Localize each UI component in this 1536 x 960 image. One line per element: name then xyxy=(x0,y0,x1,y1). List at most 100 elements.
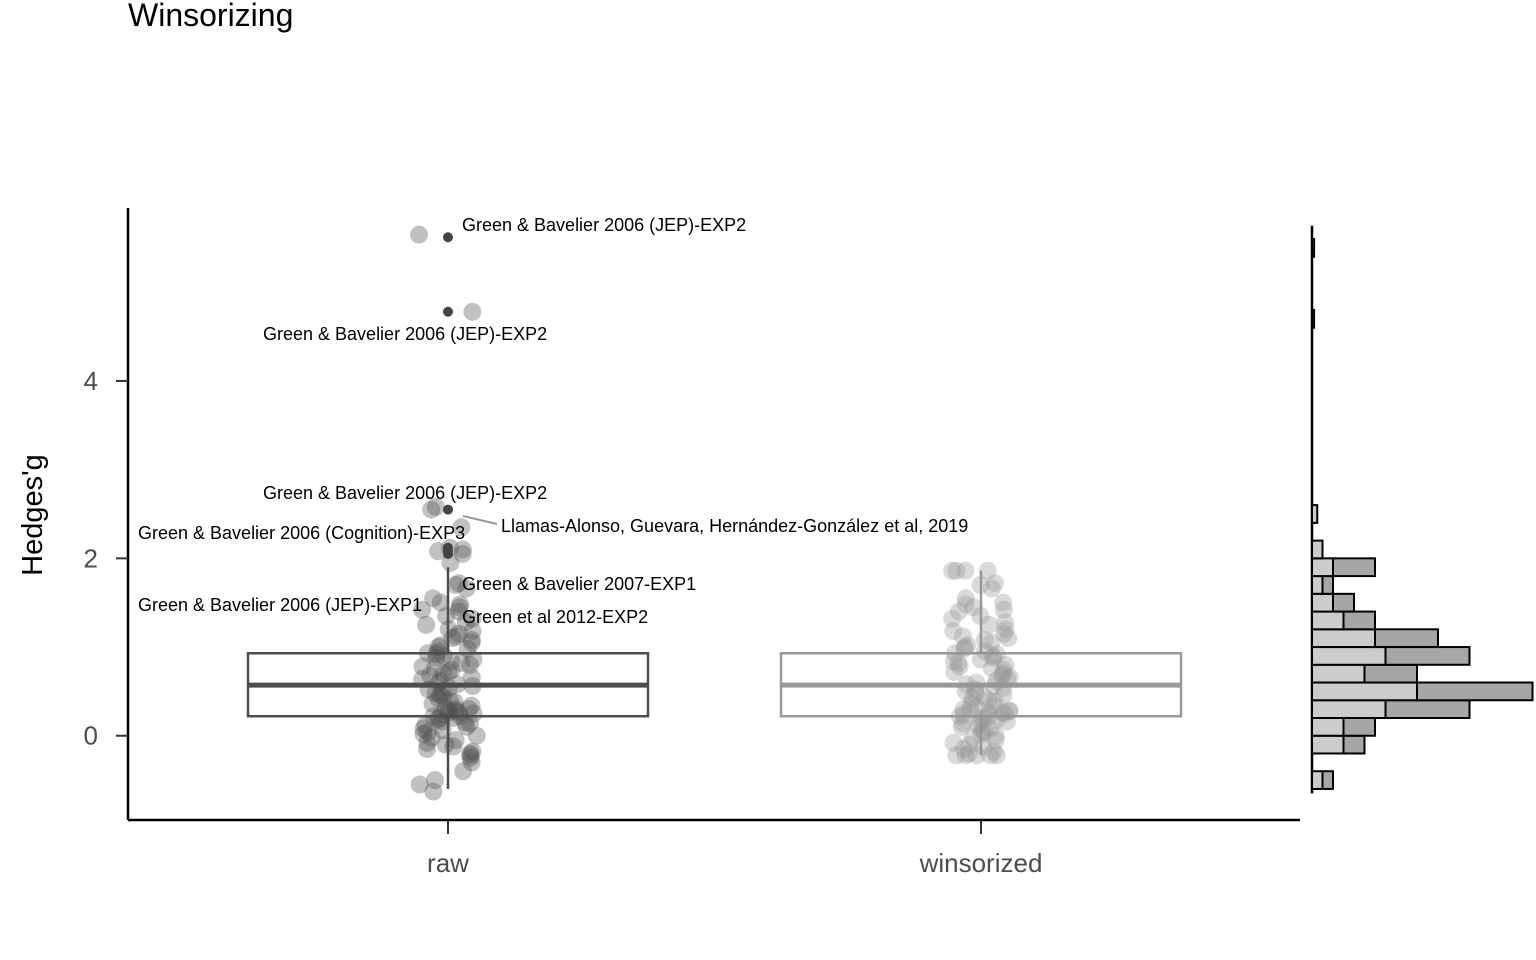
data-point xyxy=(463,302,482,321)
data-point xyxy=(457,717,476,736)
data-point xyxy=(972,724,991,743)
data-point xyxy=(953,714,972,733)
data-point xyxy=(962,694,981,713)
data-point xyxy=(955,639,974,658)
data-point xyxy=(975,709,994,727)
data-point xyxy=(456,613,475,632)
data-point xyxy=(944,652,963,671)
data-point xyxy=(432,712,451,731)
data-point xyxy=(956,595,975,614)
data-point xyxy=(985,693,1004,712)
annotation-label: Green & Bavelier 2007-EXP1 xyxy=(462,574,696,594)
data-point xyxy=(463,742,482,761)
data-point xyxy=(449,703,468,722)
histogram-bar-winsorized xyxy=(1332,557,1376,578)
data-point xyxy=(983,646,1002,665)
histogram-bar-winsorized xyxy=(1342,734,1366,755)
outlier-marker xyxy=(443,232,453,243)
data-point xyxy=(416,716,435,735)
data-point xyxy=(461,746,480,765)
data-point xyxy=(967,746,986,765)
histogram-bar-raw xyxy=(1311,646,1387,666)
data-point xyxy=(993,703,1012,722)
data-point xyxy=(443,629,462,648)
marginal-histogram xyxy=(1310,225,1534,794)
data-point xyxy=(451,595,470,614)
histogram-bar-raw xyxy=(1311,539,1324,560)
data-point xyxy=(458,639,477,658)
data-point xyxy=(426,684,445,703)
histogram-bar-winsorized xyxy=(1416,681,1534,702)
data-point xyxy=(979,615,998,634)
data-point xyxy=(463,609,482,628)
data-point xyxy=(456,713,475,732)
data-point xyxy=(995,613,1014,632)
data-point xyxy=(433,682,452,701)
data-point xyxy=(954,740,973,759)
data-point xyxy=(971,607,990,625)
data-point xyxy=(981,746,1000,765)
annotation-leader-line xyxy=(462,515,498,525)
data-point xyxy=(464,704,483,723)
data-point xyxy=(417,615,436,634)
data-point xyxy=(945,662,964,681)
data-point xyxy=(952,717,971,736)
data-point xyxy=(964,598,983,617)
data-point xyxy=(436,735,455,754)
data-point xyxy=(462,630,481,649)
data-point xyxy=(449,624,468,643)
data-point xyxy=(984,648,1003,667)
data-point xyxy=(421,666,440,685)
data-point xyxy=(460,655,479,674)
data-point xyxy=(452,518,471,537)
histogram-bar-winsorized xyxy=(1363,663,1418,684)
data-point xyxy=(994,593,1013,612)
data-point xyxy=(975,687,994,706)
data-point xyxy=(453,544,472,563)
outlier-marker xyxy=(443,306,453,317)
data-point xyxy=(440,691,459,710)
data-point xyxy=(966,684,985,703)
annotations: Green & Bavelier 2006 (JEP)-EXP2 Green & … xyxy=(138,215,968,627)
histogram-bar-winsorized xyxy=(1332,592,1355,613)
data-point xyxy=(994,664,1013,683)
data-point xyxy=(437,607,456,625)
data-point xyxy=(981,719,1000,738)
data-point xyxy=(987,746,1006,765)
data-point xyxy=(429,642,448,661)
data-point xyxy=(997,712,1016,731)
data-point xyxy=(956,746,975,765)
data-point xyxy=(971,650,990,669)
data-point xyxy=(439,678,458,697)
annotation-label: Green et al 2012-EXP2 xyxy=(462,607,648,627)
data-point xyxy=(447,627,466,646)
data-point xyxy=(970,713,989,732)
data-point xyxy=(463,622,482,641)
data-point xyxy=(462,633,481,652)
histogram-bar-raw xyxy=(1311,699,1387,719)
data-point xyxy=(961,700,980,719)
data-point xyxy=(982,659,1001,678)
histogram-bar-raw xyxy=(1311,610,1345,631)
data-point xyxy=(446,701,465,720)
data-point xyxy=(430,709,449,727)
data-point xyxy=(433,705,452,724)
data-point xyxy=(434,664,453,683)
data-point xyxy=(956,589,975,608)
data-point xyxy=(987,671,1006,690)
data-point xyxy=(442,652,461,671)
annotation-label: Green & Bavelier 2006 (Cognition)-EXP3 xyxy=(138,523,465,543)
data-point xyxy=(464,650,483,669)
data-point xyxy=(995,624,1014,643)
data-point xyxy=(1000,668,1019,687)
data-point xyxy=(949,654,968,673)
data-point xyxy=(971,709,990,727)
data-point xyxy=(410,225,429,244)
data-point xyxy=(426,497,445,516)
data-point xyxy=(417,740,436,759)
data-point xyxy=(994,600,1013,619)
data-point xyxy=(986,726,1005,745)
data-point xyxy=(980,707,999,726)
data-point xyxy=(436,698,455,717)
